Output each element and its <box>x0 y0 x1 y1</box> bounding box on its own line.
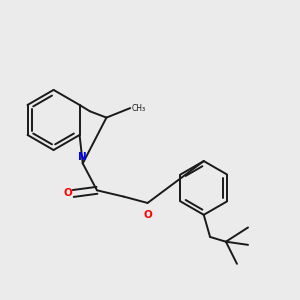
Text: O: O <box>143 210 152 220</box>
Text: CH₃: CH₃ <box>132 103 146 112</box>
Text: O: O <box>63 188 72 199</box>
Text: N: N <box>78 152 87 162</box>
